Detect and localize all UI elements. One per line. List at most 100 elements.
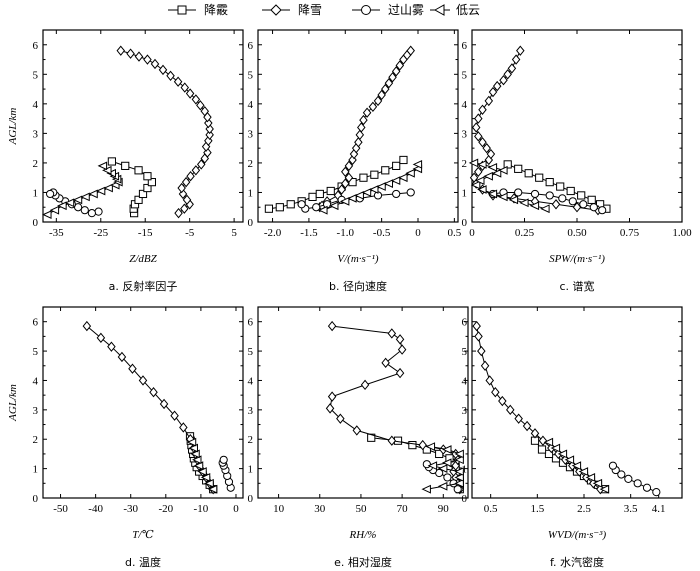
triangle-left-marker <box>191 455 202 465</box>
diamond-marker <box>491 387 500 398</box>
diamond-marker <box>406 45 415 56</box>
triangle-left-marker <box>398 173 408 183</box>
diamond-marker <box>341 166 350 177</box>
triangle-left-marker <box>498 192 508 202</box>
diamond-marker <box>200 106 210 117</box>
diamond-marker <box>82 320 92 332</box>
triangle-left-marker <box>376 182 386 191</box>
diamond-marker <box>150 58 160 70</box>
triangle-left-marker <box>207 484 218 494</box>
triangle-left-marker <box>442 458 452 468</box>
y-tick-label: 1 <box>462 187 468 199</box>
triangle-left-marker <box>97 161 108 171</box>
panel-caption: d. 温度 <box>125 555 161 569</box>
panel-a: 0 1 2 3 4 5 6 -35 -25 -15 -5 5 Z/dBZ a. 反射率因子 AGL/km <box>7 29 244 293</box>
diamond-marker <box>503 69 512 80</box>
triangle-left-marker <box>49 205 60 215</box>
diamond-marker <box>126 48 135 59</box>
triangle-left-marker <box>475 176 485 186</box>
x-tick-label: 30 <box>314 503 326 515</box>
triangle-left-marker <box>103 183 113 193</box>
diamond-marker <box>488 86 498 98</box>
circle-marker <box>617 470 626 479</box>
triangle-left-marker <box>88 189 98 199</box>
circle-marker <box>642 483 652 492</box>
diamond-marker <box>348 154 357 166</box>
x-axis-label: RH/% <box>349 529 377 541</box>
circle-marker <box>598 206 607 215</box>
square-marker <box>587 195 596 204</box>
triangle-left-marker <box>585 473 596 482</box>
y-tick-label: 2 <box>248 434 254 446</box>
triangle-left-marker <box>483 171 493 181</box>
diamond-marker <box>482 142 491 154</box>
y-tick-label: 6 <box>248 317 254 329</box>
square-marker-icon <box>177 5 187 15</box>
diamond-marker <box>196 100 205 111</box>
y-tick-label: 2 <box>33 434 39 446</box>
x-tick-label: -30 <box>123 503 138 515</box>
diamond-marker <box>373 95 383 107</box>
y-tick-label: 3 <box>248 128 254 140</box>
diamond-marker <box>149 387 158 398</box>
square-marker <box>315 189 324 199</box>
square-marker <box>524 169 533 178</box>
y-axis-label: AGL/km <box>7 108 19 146</box>
y-tick-label: 5 <box>462 69 468 81</box>
legend-item-low-cloud: 低云 <box>430 3 480 17</box>
series-diamond <box>315 45 415 213</box>
square-marker <box>308 192 317 201</box>
diamond-marker <box>492 80 502 92</box>
legend-item-graupel: 降霰 <box>168 3 228 17</box>
legend-label: 过山雾 <box>388 3 424 17</box>
y-tick-label: 2 <box>33 158 39 170</box>
square-marker <box>121 161 130 170</box>
circle-marker <box>633 479 642 488</box>
y-tick-label: 0 <box>33 493 39 505</box>
x-tick-label: 0.5 <box>447 227 461 239</box>
panel-c: 0 1 2 3 4 5 6 0 0.25 0.50 0.75 1.00 SPW/(m·s⁻¹) c. 谱宽 <box>462 29 692 293</box>
series-diamond <box>116 45 214 219</box>
circle-marker <box>94 207 103 216</box>
triangle-left-marker <box>368 185 379 194</box>
triangle-left-marker <box>57 201 67 211</box>
triangle-left-marker <box>519 198 529 208</box>
y-tick-label: 4 <box>462 99 468 111</box>
diamond-marker <box>472 320 481 332</box>
x-tick-label: -2.0 <box>264 227 282 239</box>
x-tick-label: -40 <box>88 503 103 515</box>
circle-marker <box>87 209 96 218</box>
diamond-marker <box>180 82 190 93</box>
circle-marker <box>568 197 577 206</box>
circle-marker <box>624 474 633 483</box>
series-triangle-left <box>318 160 423 215</box>
x-tick-label: 0.50 <box>567 227 587 239</box>
square-marker <box>556 182 565 191</box>
y-tick-label: 2 <box>248 158 254 170</box>
y-tick-label: 1 <box>33 187 39 199</box>
diamond-marker <box>384 77 394 89</box>
series-triangle-left <box>186 437 218 494</box>
diamond-marker <box>357 122 366 133</box>
y-tick-label: 2 <box>462 158 468 170</box>
triangle-left-marker <box>347 193 357 203</box>
diamond-marker <box>327 391 337 402</box>
square-marker <box>399 155 408 165</box>
diamond-marker <box>191 94 201 105</box>
triangle-left-marker <box>529 201 540 211</box>
triangle-left-marker <box>318 205 328 215</box>
triangle-left-marker <box>186 437 197 447</box>
y-tick-label: 3 <box>462 128 468 140</box>
series-line <box>120 50 211 214</box>
circle-marker <box>608 461 618 470</box>
y-tick-label: 6 <box>462 40 468 52</box>
panel-d: 0 1 2 3 4 5 6 -50 -40 -30 -20 -10 0 T/℃ d. 温度 AGL/km <box>7 306 244 569</box>
series-line <box>329 325 461 490</box>
y-tick-label: 4 <box>248 375 254 387</box>
x-tick-label: 0 <box>233 503 239 515</box>
y-tick-label: 0 <box>248 493 254 505</box>
triangle-left-marker <box>102 165 112 175</box>
triangle-left-marker-icon <box>433 4 445 16</box>
